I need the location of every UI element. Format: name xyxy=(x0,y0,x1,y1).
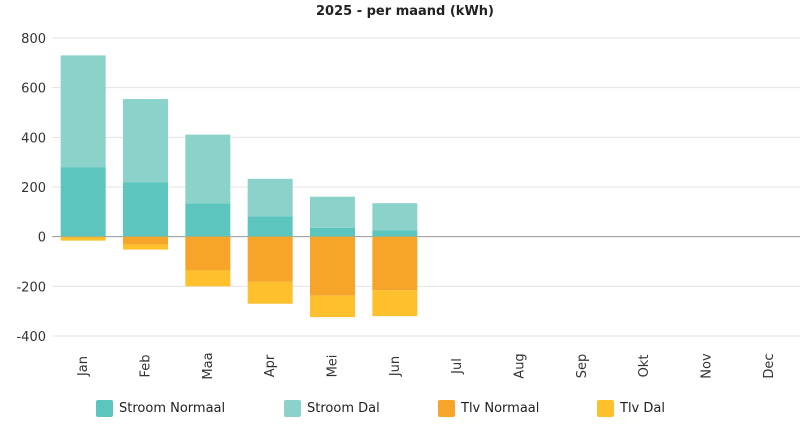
bar-tlv-normaal-maa[interactable] xyxy=(185,236,231,271)
bar-tlv-dal-jan[interactable] xyxy=(60,237,106,241)
bar-tlv-normaal-feb[interactable] xyxy=(123,236,168,245)
x-tick-label: Aug xyxy=(513,353,528,378)
legend-item-tlv-dal[interactable]: Tlv Dal xyxy=(597,400,665,417)
y-tick-label: 600 xyxy=(21,82,46,97)
bar-stroom-normaal-maa[interactable] xyxy=(185,203,231,237)
legend-item-stroom-normaal[interactable]: Stroom Normaal xyxy=(96,400,225,417)
y-tick-label: 0 xyxy=(38,231,46,246)
bar-stroom-normaal-mei[interactable] xyxy=(310,227,355,237)
chart: 2025 - per maand (kWh) 800 600 400 200 0 -200… xyxy=(16,4,800,380)
bar-tlv-normaal-apr[interactable] xyxy=(247,236,293,282)
x-tick-label: Okt xyxy=(637,355,652,378)
x-tick-label: Nov xyxy=(700,353,715,379)
x-tick-label: Dec xyxy=(762,353,777,378)
bar-tlv-normaal-jan[interactable] xyxy=(60,236,106,238)
bar-stroom-normaal-jan[interactable] xyxy=(60,167,106,237)
legend-label: Stroom Normaal xyxy=(119,401,226,416)
x-tick-label: Feb xyxy=(139,354,154,377)
y-tick-label: 800 xyxy=(21,32,46,47)
bar-stroom-dal-apr[interactable] xyxy=(247,178,293,217)
bar-stroom-dal-mei[interactable] xyxy=(310,196,355,228)
bar-tlv-dal-jun[interactable] xyxy=(372,290,418,317)
bar-tlv-dal-apr[interactable] xyxy=(247,281,293,304)
legend-label: Stroom Dal xyxy=(307,401,380,416)
bar-stroom-normaal-jun[interactable] xyxy=(372,230,418,237)
bar-tlv-normaal-mei[interactable] xyxy=(310,236,355,296)
grid xyxy=(52,37,800,337)
legend-swatch xyxy=(96,400,113,417)
bar-tlv-dal-feb[interactable] xyxy=(123,244,168,250)
x-tick-label: Sep xyxy=(575,354,590,379)
bar-tlv-normaal-jun[interactable] xyxy=(372,236,418,291)
x-tick-label: Jun xyxy=(388,356,403,377)
x-tick-label: Jan xyxy=(76,356,91,377)
bar-stroom-dal-jun[interactable] xyxy=(372,203,418,231)
legend-item-tlv-normaal[interactable]: Tlv Normaal xyxy=(438,400,539,417)
bar-stroom-normaal-apr[interactable] xyxy=(247,216,293,237)
legend-swatch xyxy=(438,400,455,417)
legend-label: Tlv Normaal xyxy=(461,401,540,416)
y-tick-label: 200 xyxy=(21,181,46,196)
bar-stroom-dal-maa[interactable] xyxy=(185,134,231,204)
legend-swatch xyxy=(284,400,301,417)
legend-label: Tlv Dal xyxy=(620,401,665,416)
bar-stroom-dal-feb[interactable] xyxy=(123,99,168,183)
bar-tlv-dal-maa[interactable] xyxy=(185,270,231,287)
x-tick-label: Mei xyxy=(326,355,341,378)
axes: 800 600 400 200 0 -200 -400 Jan Feb Maa Apr Mei Jun J… xyxy=(16,32,776,380)
bars xyxy=(60,55,418,318)
chart-title: 2025 - per maand (kWh) xyxy=(316,4,494,19)
x-tick-label: Apr xyxy=(263,354,278,377)
y-tick-label: 400 xyxy=(21,131,46,146)
y-tick-label: -200 xyxy=(16,280,46,295)
legend: Stroom Normaal Stroom Dal Tlv Normaal Tlv D… xyxy=(0,392,800,424)
x-tick-label: Maa xyxy=(201,352,216,379)
bar-stroom-dal-jan[interactable] xyxy=(60,55,106,168)
bar-stroom-normaal-feb[interactable] xyxy=(123,182,168,237)
legend-swatch xyxy=(597,400,614,417)
legend-item-stroom-dal[interactable]: Stroom Dal xyxy=(284,400,380,417)
y-tick-label: -400 xyxy=(16,330,46,345)
x-tick-label: Jul xyxy=(450,358,465,375)
bar-tlv-dal-mei[interactable] xyxy=(310,295,355,318)
